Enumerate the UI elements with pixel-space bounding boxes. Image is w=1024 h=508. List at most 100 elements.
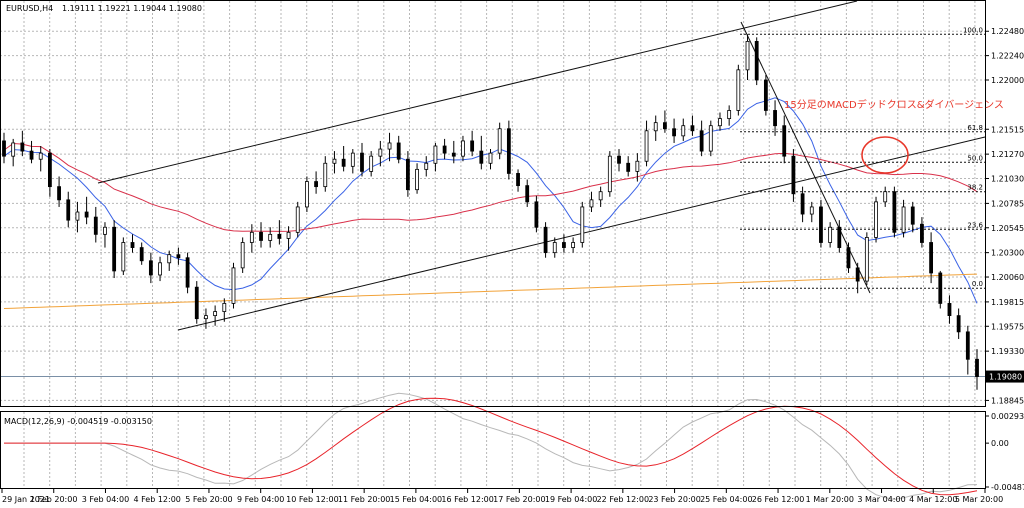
macd-label: MACD(12,26,9) -0.004519 -0.003150 bbox=[4, 417, 152, 426]
macd-tick-label: 0.002934 bbox=[991, 412, 1024, 421]
annotation-layer bbox=[861, 136, 909, 174]
candle-bear bbox=[763, 79, 768, 111]
candle-bear bbox=[93, 216, 98, 235]
candle-bear bbox=[626, 162, 631, 172]
candle-bull bbox=[681, 125, 686, 137]
price-tick-label: 1.22480 bbox=[991, 27, 1024, 36]
time-tick-label: 11 Feb 20:00 bbox=[338, 495, 390, 504]
candle-bull bbox=[635, 160, 640, 172]
candle-bear bbox=[947, 303, 952, 317]
candle-bear bbox=[938, 272, 943, 304]
candle-bull bbox=[295, 206, 300, 233]
candle-bear bbox=[451, 152, 456, 157]
candle-bear bbox=[837, 226, 842, 248]
candle-bear bbox=[479, 150, 484, 164]
time-tick-label: 19 Feb 04:00 bbox=[545, 495, 597, 504]
candle-bear bbox=[782, 125, 787, 157]
grid bbox=[0, 1, 985, 489]
candle-bear bbox=[29, 150, 34, 160]
candle-bull bbox=[424, 162, 429, 170]
candle-bear bbox=[405, 158, 410, 191]
candle-bear bbox=[965, 331, 970, 360]
candle-bull bbox=[828, 226, 833, 243]
candle-bull bbox=[204, 315, 208, 320]
candle-bear bbox=[139, 247, 144, 262]
fib-level-label: 61.8 bbox=[967, 124, 983, 132]
candle-bull bbox=[240, 242, 245, 269]
candle-bull bbox=[103, 226, 107, 235]
candle-bull bbox=[727, 110, 732, 119]
candle-bear bbox=[20, 142, 25, 152]
candle-bear bbox=[562, 242, 566, 248]
candle-bull bbox=[415, 168, 419, 191]
candle-bull bbox=[653, 122, 658, 132]
candle-bull bbox=[552, 242, 557, 254]
candle-bull bbox=[350, 152, 355, 167]
macd-main-line bbox=[4, 392, 978, 501]
candle-bear bbox=[185, 257, 190, 288]
price-tick-label: 1.18845 bbox=[991, 396, 1024, 405]
channel-upper-line bbox=[97, 0, 858, 184]
candle-bear bbox=[259, 231, 263, 241]
candle-bear bbox=[534, 201, 539, 228]
candle-bull bbox=[589, 199, 594, 208]
candle-bull bbox=[607, 155, 612, 193]
time-tick-label: 22 Feb 12:00 bbox=[597, 495, 649, 504]
price-tick-label: 1.21030 bbox=[991, 175, 1024, 184]
candle-bull bbox=[158, 262, 162, 276]
candle-bear bbox=[929, 242, 934, 274]
candle-bull bbox=[231, 267, 236, 304]
candle-bear bbox=[516, 173, 520, 187]
candle-bear bbox=[690, 125, 695, 132]
candle-bull bbox=[305, 181, 309, 208]
time-tick-label: 1 Mar 20:00 bbox=[806, 495, 854, 504]
candle-bull bbox=[809, 206, 814, 215]
price-tick-label: 1.20545 bbox=[991, 224, 1024, 233]
candle-bear bbox=[791, 155, 796, 195]
candle-bull bbox=[213, 311, 218, 317]
candle-bull bbox=[644, 130, 649, 162]
candle-bear bbox=[176, 254, 181, 259]
price-tick-label: 1.19815 bbox=[991, 298, 1024, 307]
highlight-circle bbox=[861, 136, 909, 174]
time-tick-label: 3 Mar 04:00 bbox=[857, 495, 905, 504]
candle-bear bbox=[855, 267, 860, 282]
price-tick-label: 1.21515 bbox=[991, 125, 1024, 134]
time-tick-label: 17 Feb 20:00 bbox=[493, 495, 545, 504]
candle-bear bbox=[920, 223, 924, 243]
macd-panel-frame bbox=[0, 411, 986, 489]
candle-bear bbox=[663, 122, 667, 130]
candle-bear bbox=[846, 247, 851, 269]
fibonacci-levels: 100.0 61.8 50.0 38.2 23.6 0.0 bbox=[740, 26, 985, 289]
fib-level-label: 23.6 bbox=[967, 221, 983, 229]
candle-bear bbox=[699, 130, 704, 152]
candle-bear bbox=[892, 191, 897, 233]
candle-bull bbox=[11, 142, 16, 157]
candle-bull bbox=[433, 145, 438, 164]
candle-bear bbox=[956, 315, 961, 333]
candle-bear bbox=[672, 128, 676, 137]
time-tick-label: 10 Feb 12:00 bbox=[286, 495, 338, 504]
time-tick-label: 4 Mar 12:00 bbox=[909, 495, 957, 504]
time-tick-label: 15 Feb 04:00 bbox=[390, 495, 442, 504]
price-tick-label: 1.22240 bbox=[991, 52, 1024, 61]
ma-slow-line bbox=[3, 273, 978, 309]
candle-bull bbox=[323, 162, 328, 188]
candle-bull bbox=[718, 118, 722, 127]
candle-bull bbox=[167, 254, 172, 264]
price-tick-label: 1.19330 bbox=[991, 347, 1024, 356]
candle-bull bbox=[864, 237, 869, 282]
candle-bull bbox=[571, 242, 576, 248]
candle-bear bbox=[130, 242, 135, 248]
candle-bull bbox=[488, 152, 493, 164]
candle-bear bbox=[617, 155, 621, 164]
candle-bear bbox=[47, 152, 52, 188]
time-tick-label: 16 Feb 12:00 bbox=[441, 495, 493, 504]
candle-bull bbox=[249, 231, 254, 243]
candle-bear bbox=[148, 260, 153, 276]
price-tick-label: 1.20785 bbox=[991, 199, 1024, 208]
candle-bull bbox=[736, 69, 741, 111]
candle-bull bbox=[387, 142, 392, 150]
